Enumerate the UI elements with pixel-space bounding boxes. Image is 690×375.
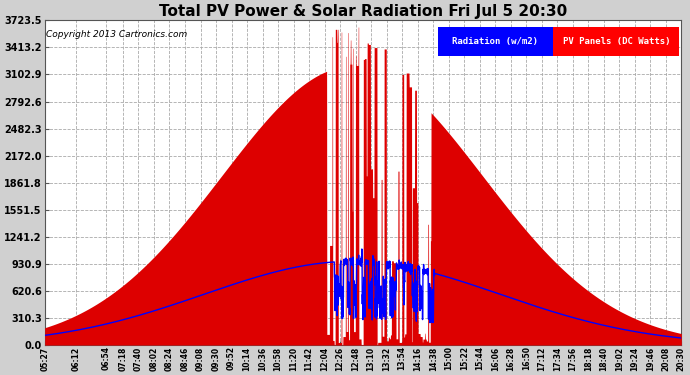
Bar	[553, 27, 680, 56]
Text: PV Panels (DC Watts): PV Panels (DC Watts)	[562, 37, 670, 46]
Text: Radiation (w/m2): Radiation (w/m2)	[453, 37, 538, 46]
Bar	[437, 27, 553, 56]
Text: Copyright 2013 Cartronics.com: Copyright 2013 Cartronics.com	[46, 30, 187, 39]
Title: Total PV Power & Solar Radiation Fri Jul 5 20:30: Total PV Power & Solar Radiation Fri Jul…	[159, 4, 567, 19]
